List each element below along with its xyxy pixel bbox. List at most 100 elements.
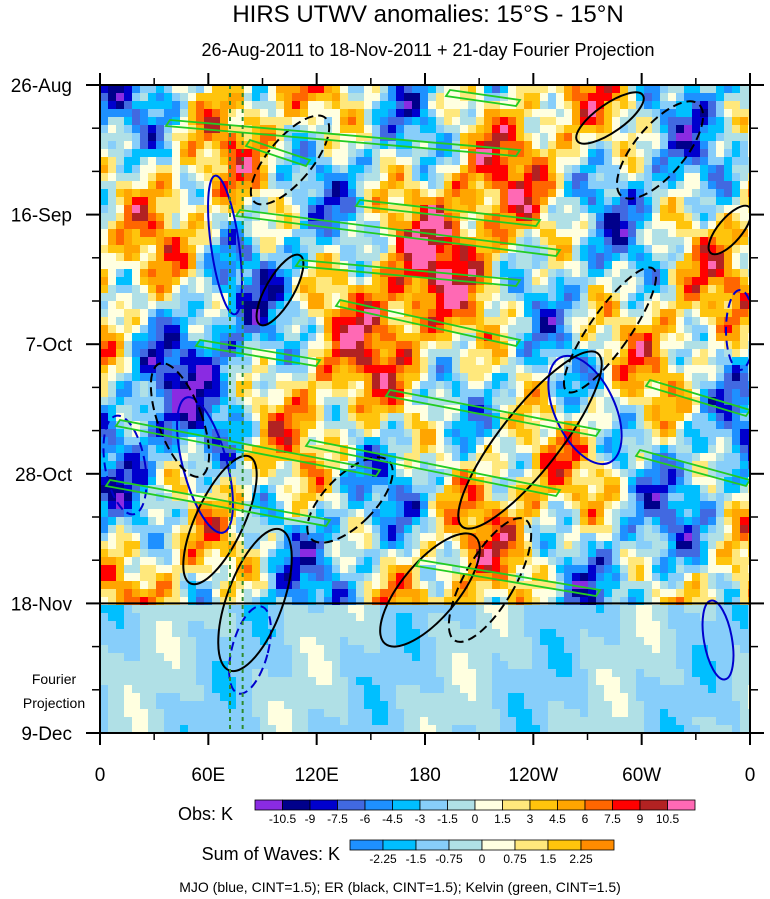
x-tick-label: 0 [745, 765, 756, 786]
footer-note: MJO (blue, CINT=1.5); ER (black, CINT=1.… [179, 879, 621, 895]
colorbar-level-label: 0.75 [503, 852, 527, 866]
y-tick-label: 16-Sep [11, 206, 72, 227]
colorbar-swatch [448, 839, 483, 851]
waves-colorbar: -2.25 -1.5 -0.75 0 0.75 1.5 2.25 [349, 839, 615, 866]
y-tick-label: 7-Oct [26, 335, 73, 356]
axes: 26-Aug 16-Sep 7-Oct 28-Oct 18-Nov 9-Dec 0 60E 12… [11, 73, 764, 786]
kelvin-contour [384, 389, 602, 437]
colorbar-level-label: -1.5 [437, 812, 458, 826]
colorbar-level-label: 9 [637, 812, 644, 826]
reference-longitude-lines [229, 85, 244, 733]
colorbar-level-label: -1.5 [406, 852, 427, 866]
colorbar-level-label: -2.25 [369, 852, 397, 866]
colorbar-level-label: 6 [582, 812, 589, 826]
colorbar-swatch [282, 799, 311, 811]
waves-colorbar-label: Sum of Waves: K [202, 844, 340, 864]
er-contour [249, 114, 331, 206]
colorbar-level-label: 7.5 [604, 812, 621, 826]
kelvin-contour [334, 298, 522, 348]
colorbar-swatch [667, 799, 696, 811]
plot-area [100, 85, 750, 733]
colorbar-swatch [254, 799, 283, 811]
er-contour [562, 266, 658, 394]
colorbar-swatch [419, 799, 448, 811]
er-contour [575, 91, 645, 145]
kelvin-contour [644, 378, 750, 418]
wave-contours [102, 89, 750, 695]
chart-subtitle: 26-Aug-2011 to 18-Nov-2011 + 21-day Four… [201, 40, 654, 60]
colorbar-swatch [309, 799, 338, 811]
colorbar-level-label: 2.25 [569, 852, 593, 866]
mjo-contour [102, 414, 148, 516]
er-contour [182, 454, 258, 586]
colorbar-level-label: -6 [360, 812, 371, 826]
colorbar-swatch [364, 799, 393, 811]
mjo-contour [701, 599, 735, 681]
kelvin-contour [354, 199, 542, 227]
chart-title: HIRS UTWV anomalies: 15°S - 15°N [232, 1, 623, 28]
colorbar-swatch [580, 839, 615, 851]
colorbar-swatch [612, 799, 641, 811]
y-tick-label: 26-Aug [11, 76, 72, 97]
y-tick-label: 9-Dec [21, 724, 72, 745]
er-contour [255, 253, 305, 327]
x-tick-label: 120E [294, 765, 338, 786]
colorbar-swatch [349, 839, 384, 851]
y-tick-label: 18-Nov [11, 594, 73, 615]
colorbar-level-label: -10.5 [269, 812, 297, 826]
colorbar-level-label: 10.5 [656, 812, 680, 826]
x-tick-label: 60E [191, 765, 225, 786]
er-contour [149, 362, 211, 478]
colorbar-level-label: 1.5 [540, 852, 557, 866]
x-tick-label: 120W [509, 765, 559, 786]
kelvin-contour [164, 119, 522, 157]
colorbar-swatch [502, 799, 531, 811]
kelvin-contour [414, 559, 602, 597]
kelvin-contour [294, 259, 522, 287]
colorbar-swatch [474, 799, 503, 811]
colorbar-swatch [392, 799, 421, 811]
kelvin-contour [304, 438, 562, 498]
colorbar-level-label: -3 [415, 812, 426, 826]
x-tick-label: 180 [409, 765, 441, 786]
colorbar-swatch [639, 799, 668, 811]
obs-colorbar-label: Obs: K [178, 804, 233, 824]
er-contour [457, 350, 603, 530]
colorbar-swatch [337, 799, 366, 811]
kelvin-contour [244, 138, 312, 168]
colorbar-level-label: 1.5 [494, 812, 511, 826]
colorbar-swatch [584, 799, 613, 811]
kelvin-contour [104, 479, 332, 527]
colorbar-swatch [514, 839, 549, 851]
mjo-contour [207, 174, 243, 316]
colorbar-level-label: 3 [527, 812, 534, 826]
colorbar-level-label: 0 [479, 852, 486, 866]
mjo-contour [725, 289, 750, 371]
kelvin-contour [114, 419, 382, 477]
kelvin-contour [194, 339, 322, 367]
er-contour [306, 456, 394, 544]
colorbar-level-label: -4.5 [382, 812, 403, 826]
x-tick-label: 60W [622, 765, 661, 786]
projection-label-line2: Projection [23, 695, 85, 711]
projection-label-line1: Fourier [32, 671, 77, 687]
x-tick-label: 0 [95, 765, 106, 786]
colorbar-level-label: -0.75 [435, 852, 463, 866]
kelvin-contour [444, 89, 522, 107]
colorbar-swatch [447, 799, 476, 811]
colorbar-level-label: 0 [472, 812, 479, 826]
obs-colorbar: -10.5 -9 -7.5 -6 -4.5 -3 -1.5 0 1.5 3 4.5 6 7.5 9 10.5 [254, 799, 696, 826]
mjo-contour [228, 605, 272, 695]
colorbar-level-label: 4.5 [549, 812, 566, 826]
colorbar-level-label: -9 [305, 812, 316, 826]
kelvin-contour [234, 209, 562, 257]
colorbar-swatch [557, 799, 586, 811]
kelvin-contour [634, 448, 750, 488]
colorbar-swatch [415, 839, 450, 851]
colorbar-swatch [547, 839, 582, 851]
colorbar-swatch [529, 799, 558, 811]
colorbar-swatch [481, 839, 516, 851]
colorbar-swatch [382, 839, 417, 851]
colorbar-level-label: -7.5 [327, 812, 348, 826]
